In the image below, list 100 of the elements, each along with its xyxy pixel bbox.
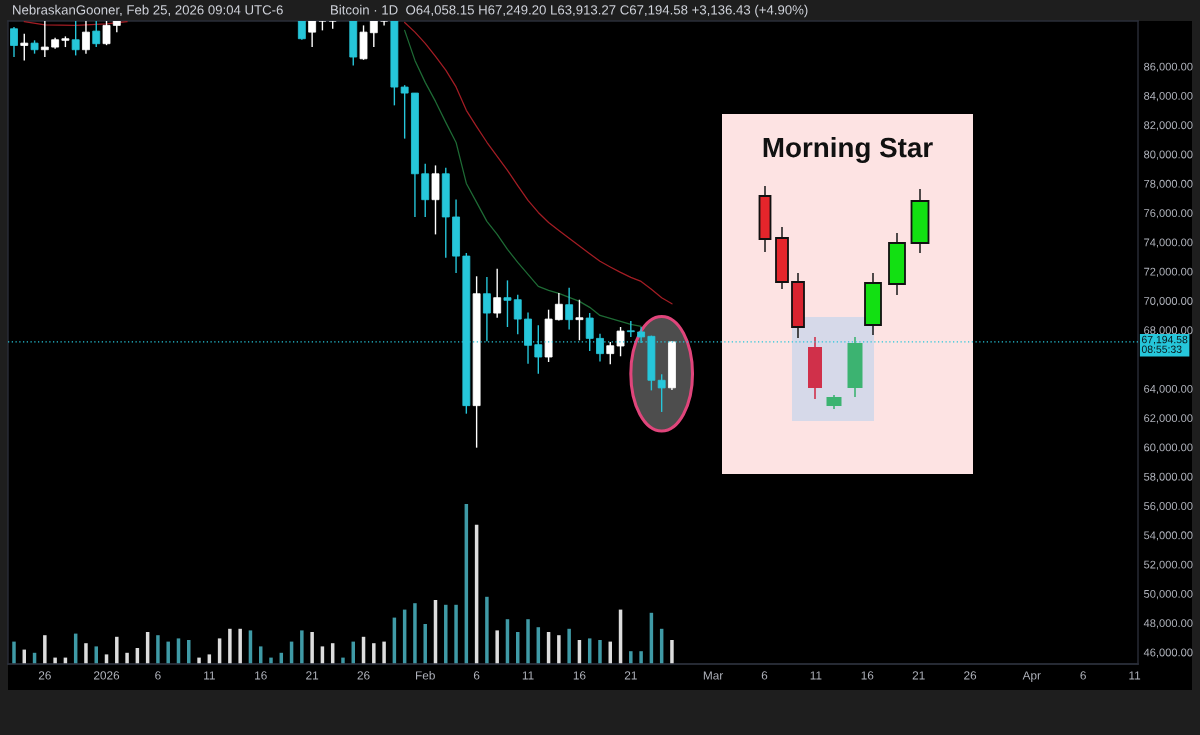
bar [629, 651, 633, 664]
bar [341, 657, 345, 664]
x-tick-label: 6 [1080, 671, 1086, 680]
x-tick-label: 11 [1129, 671, 1141, 680]
y-tick-label: 82,000.00 [1144, 121, 1193, 131]
chart-subtitle: Bitcoin · 1D O64,058.15 H67,249.20 L63,913.27 C67,194.58 +3,136.43 (+4.90%) [331, 4, 808, 18]
x-tick-label: Apr [1022, 671, 1041, 682]
bar [639, 651, 643, 664]
x-tick-label: 16 [861, 671, 874, 680]
y-tick-label: 80,000.00 [1144, 150, 1193, 160]
y-tick-label: 56,000.00 [1144, 502, 1193, 512]
x-tick-label: 21 [624, 671, 637, 680]
candlestick [71, 21, 80, 57]
y-tick-label: 78,000.00 [1144, 179, 1193, 190]
candlestick [369, 21, 378, 48]
x-tick-label: 6 [473, 671, 480, 680]
chart-title: NebraskanGooner, Feb 25, 2026 09:04 UTC-6 [13, 4, 283, 17]
candlestick [493, 267, 502, 319]
candlestick [565, 287, 574, 331]
y-tick-label: 58,000.00 [1144, 472, 1193, 482]
x-tick-label: Mar [703, 671, 724, 680]
y-tick-label: 70,000.00 [1144, 297, 1193, 307]
x-tick-label: 11 [810, 671, 822, 680]
y-tick-label: 86,000.00 [1144, 62, 1193, 72]
candlestick [20, 33, 29, 62]
bar [310, 632, 314, 664]
bar [382, 641, 386, 664]
line-series [404, 29, 642, 328]
bar [567, 628, 571, 664]
candlestick [616, 326, 625, 357]
bar [187, 640, 191, 664]
y-tick-label: 46,000.00 [1143, 648, 1193, 658]
bar [413, 603, 417, 664]
candlestick [40, 21, 49, 58]
candlestick [513, 294, 522, 335]
x-tick-label: 21 [912, 671, 925, 680]
bar [485, 596, 489, 664]
candlestick [82, 21, 90, 55]
bar [84, 643, 88, 664]
candlestick [606, 341, 615, 366]
bar [300, 630, 304, 664]
bar [454, 604, 458, 664]
y-tick-label: 62,000.00 [1144, 414, 1193, 424]
y-tick-label: 48,000.00 [1143, 619, 1193, 629]
bar [115, 636, 119, 664]
bar [423, 624, 427, 664]
x-tick-label: 21 [306, 671, 319, 680]
candlestick [575, 299, 584, 341]
x-tick-label: 2026 [93, 671, 120, 680]
y-tick-label: 60,000.00 [1144, 443, 1193, 453]
bar [238, 628, 242, 664]
bar [495, 630, 499, 664]
y-tick-label: 68,000.00 [1144, 326, 1193, 336]
bar [269, 657, 273, 664]
x-tick-label: 26 [357, 671, 370, 680]
x-tick-label: Feb [416, 670, 435, 680]
y-tick-label: 54,000.00 [1144, 531, 1193, 541]
bar [557, 635, 561, 664]
x-tick-label: 11 [204, 671, 215, 680]
x-tick-label: 26 [38, 671, 51, 680]
x-tick-label: 26 [964, 671, 977, 680]
annotation: Morning Star [763, 136, 933, 164]
bar [444, 604, 448, 664]
y-tick-label: 64,000.00 [1144, 384, 1193, 395]
y-tick-label: 52,000.00 [1144, 560, 1193, 570]
bar [598, 640, 602, 664]
y-tick-label: 50,000.00 [1144, 589, 1193, 600]
bar [166, 641, 170, 664]
bar [94, 646, 98, 664]
candlestick [626, 320, 635, 338]
bar [43, 635, 47, 664]
candlestick [10, 26, 18, 58]
bar [228, 628, 232, 664]
y-tick-label: 84,000.00 [1144, 91, 1193, 102]
candlestick [554, 292, 563, 322]
bar [125, 652, 129, 664]
x-tick-label: 6 [155, 671, 161, 680]
x-tick-label: 16 [573, 671, 586, 680]
bar [670, 640, 674, 664]
candlestick [657, 373, 666, 413]
bar [53, 657, 57, 664]
x-tick-label: 6 [761, 671, 768, 680]
bar [526, 619, 530, 664]
candlestick [400, 84, 409, 140]
y-tick-label: 76,000.00 [1144, 209, 1193, 219]
candlestick [102, 21, 111, 46]
candlestick [92, 21, 101, 48]
x-tick-label: 11 [522, 671, 534, 680]
y-tick-label: 72,000.00 [1144, 267, 1193, 277]
x-tick-label: 16 [255, 671, 267, 680]
bar [372, 643, 376, 664]
ref-line-label: 67,194.58 08:55:33 [1141, 335, 1188, 353]
candlestick [308, 21, 317, 48]
bar [156, 635, 160, 664]
candlestick [297, 21, 306, 41]
bar [197, 657, 201, 664]
y-tick-label: 74,000.00 [1144, 238, 1193, 248]
candlestick [380, 21, 389, 27]
candlestick [503, 279, 512, 328]
bar [12, 641, 16, 664]
